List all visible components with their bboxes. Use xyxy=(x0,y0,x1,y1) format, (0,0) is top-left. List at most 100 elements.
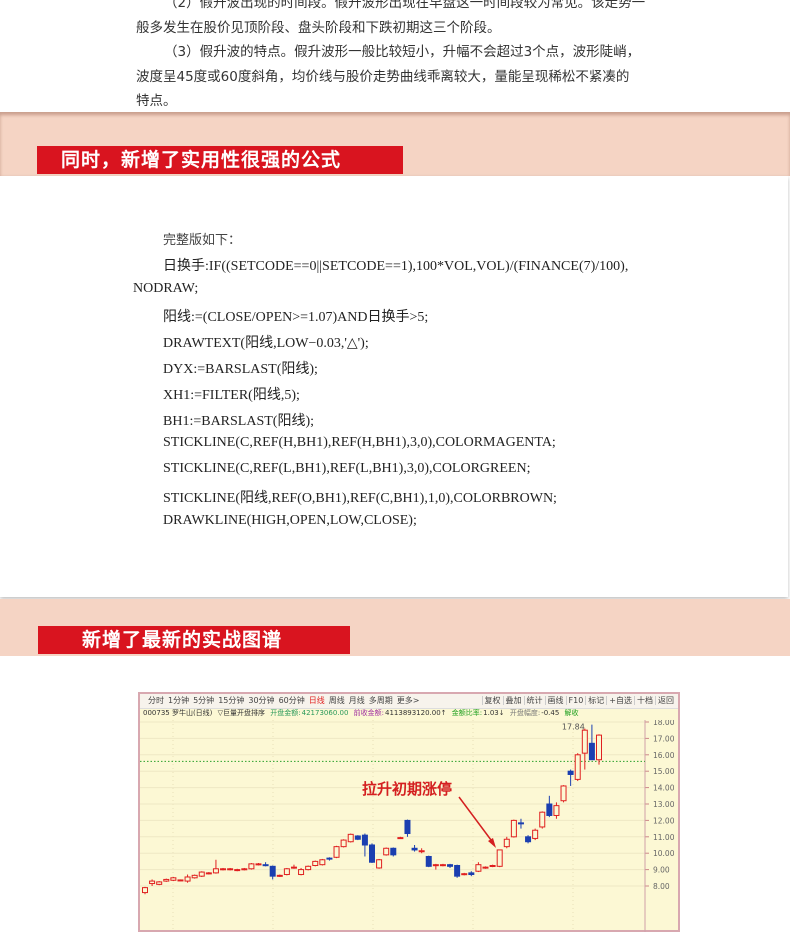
candle-up xyxy=(418,850,425,853)
candle-down xyxy=(454,865,461,877)
candle-up xyxy=(496,849,503,867)
chart-tool-button[interactable]: 标记 xyxy=(585,696,607,705)
formula-line: STICKLINE(C,REF(L,BH1),REF(L,BH1),3,0),C… xyxy=(163,461,531,476)
candle-down xyxy=(390,847,397,856)
chart-tool-button[interactable]: F10 xyxy=(565,696,586,705)
candle-up xyxy=(553,805,560,816)
arrow-head-icon xyxy=(488,838,496,848)
para-line: 般多发生在股价见顶阶段、盘头阶段和下跌初期这三个阶段。 xyxy=(136,19,501,36)
candle-up xyxy=(489,865,496,867)
open-amount: 42173060.00 xyxy=(301,709,349,717)
period-tab[interactable]: 周线 xyxy=(328,696,345,705)
section-title-chart: 新增了最新的实战图谱 xyxy=(38,626,350,654)
candle-up xyxy=(319,859,326,866)
y-tick-label: 10.00 xyxy=(653,849,675,858)
candle-up xyxy=(191,874,198,879)
ratio-label: 金额比率: xyxy=(451,709,483,717)
candle-down xyxy=(517,822,524,825)
candle-up xyxy=(170,877,177,881)
candle-down xyxy=(369,844,375,863)
candle-up xyxy=(347,833,354,843)
candle-down xyxy=(425,855,432,867)
candle-up xyxy=(312,860,319,866)
period-tab[interactable]: 5分钟 xyxy=(193,696,215,705)
chart-tool-button[interactable]: 十档 xyxy=(634,696,655,705)
candle-up xyxy=(198,871,205,877)
formula-line: DYX:=BARSLAST(阳线); xyxy=(163,362,318,377)
sort-label: ▽巨量开盘排序 xyxy=(217,709,266,717)
candle-up xyxy=(212,868,219,874)
period-tab[interactable]: 60分钟 xyxy=(278,696,305,705)
open-pct-label: 开盘幅度: xyxy=(509,709,541,717)
stock-name: 000735 罗牛山(日线) xyxy=(143,709,213,717)
candle-up xyxy=(574,754,581,780)
formula-line: 日换手:IF((SETCODE==0||SETCODE==1),100*VOL,… xyxy=(163,259,629,274)
chart-info-bar: 000735 罗牛山(日线) ▽巨量开盘排序 开盘金额:42173060.00 … xyxy=(140,708,678,719)
chart-tool-button[interactable]: +自选 xyxy=(606,696,634,705)
candle-up xyxy=(383,847,390,856)
candle-down xyxy=(354,835,361,840)
chart-tool-button[interactable]: 返回 xyxy=(655,696,676,705)
candle-up xyxy=(234,869,241,872)
candle-up xyxy=(177,879,184,882)
formula-line: NODRAW; xyxy=(133,281,199,296)
candle-up xyxy=(290,866,297,869)
y-tick-label: 17.00 xyxy=(653,734,675,743)
candle-up xyxy=(248,863,255,870)
candle-up xyxy=(305,865,312,871)
candle-up xyxy=(163,878,170,882)
period-tab[interactable]: 1分钟 xyxy=(168,696,190,705)
candle-up xyxy=(340,839,347,848)
candle-down xyxy=(361,834,368,846)
candle-up xyxy=(149,880,156,885)
candle-down xyxy=(567,770,574,775)
candle-up xyxy=(156,881,163,885)
candle-down xyxy=(269,865,276,877)
period-tab[interactable]: 30分钟 xyxy=(248,696,275,705)
candle-up xyxy=(532,829,539,839)
candle-up xyxy=(539,811,546,828)
candle-up xyxy=(397,837,404,840)
formula-line: BH1:=BARSLAST(阳线); xyxy=(163,414,315,429)
formula-line: DRAWKLINE(HIGH,OPEN,LOW,CLOSE); xyxy=(163,513,417,528)
formula-line: 阳线:=(CLOSE/OPEN>=1.07)AND日换手>5; xyxy=(163,310,429,325)
chart-tool-button[interactable]: 画线 xyxy=(544,696,566,705)
period-tab[interactable]: 月线 xyxy=(348,696,365,705)
period-tab[interactable]: 多周期 xyxy=(368,696,393,705)
period-tab[interactable]: 15分钟 xyxy=(218,696,245,705)
chart-tool-button[interactable]: 复权 xyxy=(481,696,503,705)
y-tick-label: 13.00 xyxy=(653,800,675,809)
para-line: （2）假升波出现的时间段。假升波形出现在早盘这一时间段较为常见。该走势一 xyxy=(164,0,646,11)
prev-amount-label: 前收金额: xyxy=(353,709,384,717)
y-tick-label: 16.00 xyxy=(653,751,675,760)
candle-down xyxy=(447,864,454,867)
candle-up xyxy=(220,868,227,871)
candle-up xyxy=(432,864,439,867)
candle-down xyxy=(588,742,595,761)
period-tab[interactable]: 分时 xyxy=(148,696,164,705)
candle-up xyxy=(376,859,383,869)
candle-down xyxy=(404,819,411,835)
period-tab[interactable]: 更多> xyxy=(396,696,420,705)
formula-card: 完整版如下： 日换手:IF((SETCODE==0||SETCODE==1),1… xyxy=(0,176,788,597)
annotation-text: 拉升初期涨停 xyxy=(362,780,452,798)
candle-down xyxy=(525,836,532,843)
formula-line: 完整版如下： xyxy=(163,233,242,248)
formula-line: DRAWTEXT(阳线,LOW−0.03,'△'); xyxy=(163,336,369,351)
candle-down xyxy=(468,872,475,876)
candle-down xyxy=(546,803,553,816)
candle-up xyxy=(581,729,588,754)
formula-line: XH1:=FILTER(阳线,5); xyxy=(163,388,300,403)
intro-text: （2）假升波出现的时间段。假升波形出现在早盘这一时间段较为常见。该走势一 般多发… xyxy=(136,0,666,114)
formula-line: STICKLINE(阳线,REF(O,BH1),REF(C,BH1),1,0),… xyxy=(163,491,557,506)
candle-up xyxy=(276,874,283,877)
annotation-arrow xyxy=(458,796,495,845)
y-tick-label: 15.00 xyxy=(653,767,675,776)
candle-up xyxy=(241,868,248,871)
chart-tool-button[interactable]: 统计 xyxy=(523,696,545,705)
para-line: （3）假升波的特点。假升波形一般比较短小，升幅不会超过3个点，波形陡峭， xyxy=(164,44,641,60)
chart-tool-button[interactable]: 叠加 xyxy=(502,696,524,705)
period-tab[interactable]: 日线 xyxy=(308,696,325,705)
y-tick-label: 14.00 xyxy=(653,784,675,793)
prev-amount: 4113893120.00↑ xyxy=(385,709,447,717)
